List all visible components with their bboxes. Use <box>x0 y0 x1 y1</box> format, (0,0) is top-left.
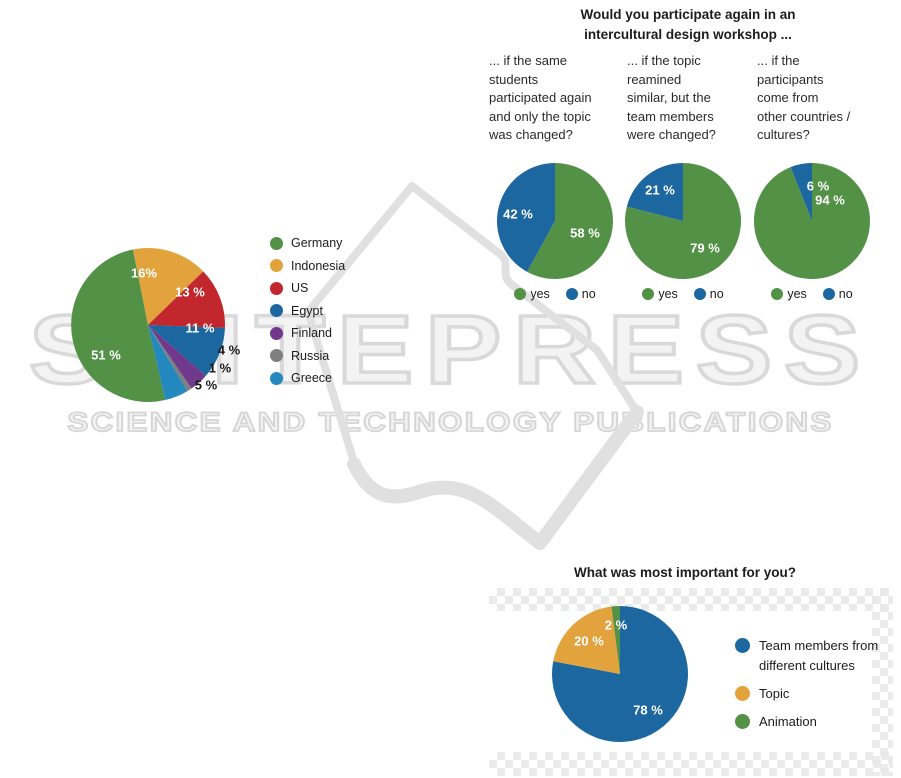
pie-value-label-q1-same-students-yes: 58 % <box>570 226 600 241</box>
pie-value-label-q1-same-students-no: 42 % <box>503 207 533 222</box>
legend-dot <box>270 236 283 250</box>
legend-label: Greece <box>291 371 332 385</box>
legend-dot <box>735 638 750 653</box>
legend-dot <box>771 288 784 300</box>
legend-item-nationality-us: US <box>270 281 345 295</box>
pie-value-label-importance-topic: 20 % <box>574 634 604 649</box>
pie-slice-importance-team-members-from-different-cultures <box>551 606 688 742</box>
legend-item-q3-other-countries-yes: yes <box>771 287 807 301</box>
legend-label: Egypt <box>291 303 323 318</box>
pie-slice-q2-topic-similar-no <box>626 163 683 221</box>
pie-value-label-q2-topic-similar-yes: 79 % <box>690 241 720 256</box>
legend-item-nationality-egypt: Egypt <box>270 304 345 318</box>
pie-value-label-nationality-russia: 1 % <box>209 361 232 376</box>
pie-value-label-q2-topic-similar-no: 21 % <box>645 183 675 198</box>
pie-q1-same-students: 58 % 42 % <box>496 163 613 279</box>
legend-item-q3-other-countries-no: no <box>822 287 853 301</box>
pie-value-label-nationality-egypt: 11 % <box>186 321 215 336</box>
legend-label: Russia <box>291 348 330 363</box>
pie-slice-nationality-indonesia <box>133 247 204 325</box>
pie-value-label-q3-other-countries-yes: 94 % <box>815 193 845 208</box>
q3-legend: yes no <box>742 287 882 301</box>
pie-value-label-importance-animation: 2 % <box>605 618 628 633</box>
pie-slice-importance-topic <box>553 606 620 674</box>
pie-nationality: 51 % 16% 13 % 11 %4 % 1 % 5 % <box>71 247 241 402</box>
pie-value-label-nationality-indonesia: 16% <box>131 266 157 281</box>
legend-item-q2-topic-similar-yes: yes <box>642 287 678 301</box>
importance-title: What was most important for you? <box>573 565 796 580</box>
question-3-text: ... if the participants come from other … <box>757 53 851 142</box>
pie-value-label-nationality-greece: 5 % <box>195 378 218 393</box>
legend-dot <box>270 349 283 362</box>
legend-item-importance-animation: Animation <box>735 712 878 732</box>
pie-importance: 78 % 20 %2 % <box>551 606 688 742</box>
survey-title: Would you participate again in an interc… <box>580 7 796 42</box>
legend-dot <box>270 304 283 317</box>
pie-value-label-importance-team-members-from-different-cultures: 78 % <box>633 703 663 718</box>
legend-label: Animation <box>759 714 817 729</box>
pie-value-label-nationality-finland: 4 % <box>218 343 241 358</box>
legend-label: Topic <box>759 686 790 701</box>
legend-label: Finland <box>291 326 332 340</box>
legend-label: yes <box>530 287 550 301</box>
legend-item-nationality-germany: Germany <box>270 236 345 250</box>
legend-dot <box>270 281 283 295</box>
legend-item-nationality-greece: Greece <box>270 371 345 385</box>
q2-legend: yes no <box>613 287 753 301</box>
legend-item-nationality-indonesia: Indonesia <box>270 259 345 273</box>
legend-dot <box>642 288 655 300</box>
legend-label: Team members from different cultures <box>759 638 879 673</box>
legend-label: US <box>291 281 309 295</box>
legend-item-q1-same-students-no: no <box>565 287 596 301</box>
question-1-text: ... if the same students participated ag… <box>489 53 592 142</box>
legend-dot <box>822 288 835 300</box>
checker-border-bottom <box>489 752 893 776</box>
checker-border-right <box>872 588 893 776</box>
pie-slice-nationality-germany <box>71 249 166 402</box>
pie-slice-q3-other-countries-yes <box>753 163 870 279</box>
legend-label: yes <box>658 287 678 301</box>
pie-q2-topic-similar: 79 % 21 % <box>624 163 741 279</box>
pie-slice-nationality-greece <box>148 325 188 401</box>
legend-item-importance-topic: Topic <box>735 684 878 704</box>
pie-value-label-nationality-us: 13 % <box>175 285 205 300</box>
legend-item-nationality-finland: Finland <box>270 326 345 340</box>
pie-slice-nationality-us <box>148 271 226 328</box>
legend-item-importance-team-members-from: Team members from different cultures <box>735 636 878 676</box>
importance-legend: Team members from different cultures Topi… <box>735 636 878 732</box>
pie-slice-nationality-russia <box>148 325 192 392</box>
legend-dot <box>270 371 283 385</box>
pie-q3-other-countries: 94 %6 % <box>753 163 870 279</box>
pie-slice-nationality-egypt <box>148 325 225 376</box>
nationality-legend: Germany Indonesia US Egypt Finland Russia Gree… <box>270 236 345 385</box>
legend-dot <box>270 326 283 340</box>
legend-dot <box>693 288 706 300</box>
pie-slice-q2-topic-similar-yes <box>624 163 741 279</box>
legend-label: yes <box>787 287 807 301</box>
legend-item-q1-same-students-yes: yes <box>514 287 550 301</box>
pie-value-label-nationality-germany: 51 % <box>91 348 121 363</box>
question-2-text: ... if the topic reamined similar, but t… <box>627 53 716 142</box>
pie-slice-nationality-finland <box>148 325 206 389</box>
pie-slice-importance-animation <box>611 606 620 674</box>
legend-dot <box>735 714 750 729</box>
legend-label: no <box>581 287 596 301</box>
legend-dot <box>514 288 527 300</box>
legend-label: Indonesia <box>291 258 346 273</box>
legend-dot <box>565 288 578 300</box>
pie-value-label-q3-other-countries-no: 6 % <box>807 179 830 194</box>
legend-label: Germany <box>291 236 343 250</box>
pie-slice-q3-other-countries-no <box>790 163 812 221</box>
legend-dot <box>270 259 283 272</box>
legend-label: no <box>838 287 853 301</box>
legend-dot <box>735 686 750 701</box>
legend-label: no <box>709 287 724 301</box>
legend-item-nationality-russia: Russia <box>270 349 345 363</box>
checker-border-top <box>489 588 893 611</box>
q1-legend: yes no <box>485 287 625 301</box>
legend-item-q2-topic-similar-no: no <box>693 287 724 301</box>
